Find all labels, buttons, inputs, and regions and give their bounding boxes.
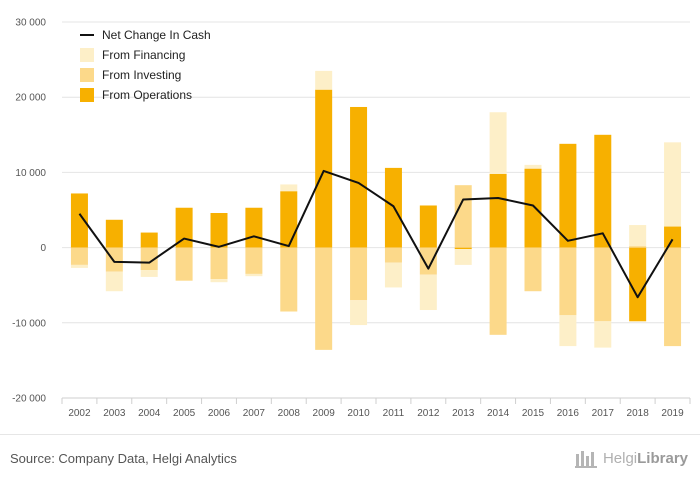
bar-from-investing-2011 bbox=[384, 247, 402, 263]
legend-swatch-from-operations bbox=[80, 88, 94, 102]
bar-from-operations-2005 bbox=[175, 207, 193, 248]
bar-from-operations-2009 bbox=[315, 89, 333, 248]
bar-from-investing-2012 bbox=[419, 247, 437, 275]
legend-label: From Financing bbox=[102, 48, 185, 62]
legend-label: From Operations bbox=[102, 88, 192, 102]
x-axis-tick-labels: 2002 2003 2004 2005 2006 2007 2008 2009 2010 2011… bbox=[68, 408, 684, 419]
bar-from-investing-2006 bbox=[210, 247, 228, 280]
bar-from-financing-2010 bbox=[350, 300, 368, 326]
legend-swatch-from-financing bbox=[80, 48, 94, 62]
x-tick-label: 2018 bbox=[627, 408, 650, 419]
bar-from-financing-2007 bbox=[245, 273, 263, 277]
bar-from-financing-2018 bbox=[629, 225, 647, 247]
x-tick-label: 2015 bbox=[522, 408, 545, 419]
library-icon bbox=[574, 451, 597, 468]
bar-from-investing-2016 bbox=[559, 247, 577, 316]
bar-from-financing-2008 bbox=[280, 184, 298, 192]
bar-from-operations-2006 bbox=[210, 213, 228, 248]
x-tick-label: 2007 bbox=[243, 408, 266, 419]
bar-from-operations-2016 bbox=[559, 143, 577, 248]
bar-from-operations-2015 bbox=[524, 168, 542, 248]
x-tick-label: 2002 bbox=[68, 408, 91, 419]
bar-from-investing-2019 bbox=[664, 247, 682, 347]
x-axis bbox=[61, 397, 691, 404]
bar-from-operations-2012 bbox=[419, 205, 437, 248]
y-tick-label: 10 000 bbox=[15, 168, 46, 179]
y-tick-label: -20 000 bbox=[12, 394, 46, 405]
bar-from-financing-2002 bbox=[70, 264, 88, 268]
bar-from-financing-2012 bbox=[419, 274, 437, 311]
bar-from-operations-2010 bbox=[350, 106, 368, 248]
legend: Net Change In Cash From Financing From Inv… bbox=[80, 28, 211, 102]
legend-label: From Investing bbox=[102, 68, 181, 82]
bar-from-financing-2009 bbox=[315, 70, 333, 90]
bar-from-financing-2013 bbox=[454, 249, 472, 265]
bar-from-investing-2013 bbox=[454, 185, 472, 248]
bar-from-financing-2011 bbox=[384, 262, 402, 288]
bar-from-investing-2009 bbox=[315, 247, 333, 350]
bar-from-financing-2015 bbox=[524, 164, 542, 169]
source-note: Source: Company Data, Helgi Analytics bbox=[10, 451, 237, 466]
y-tick-label: 0 bbox=[40, 243, 46, 254]
bar-from-investing-2015 bbox=[524, 247, 542, 292]
bar-from-investing-2003 bbox=[105, 247, 123, 272]
x-tick-label: 2019 bbox=[661, 408, 684, 419]
helgi-library-logo: HelgiLibrary bbox=[574, 448, 688, 468]
bar-from-operations-2003 bbox=[105, 219, 123, 248]
x-tick-label: 2012 bbox=[417, 408, 440, 419]
logo-text-bold: Library bbox=[637, 449, 688, 467]
bar-from-financing-2006 bbox=[210, 279, 228, 283]
bar-from-operations-2018 bbox=[629, 247, 647, 322]
net-change-line bbox=[78, 169, 674, 299]
bar-from-investing-2018 bbox=[629, 246, 647, 248]
bar-from-financing-2016 bbox=[559, 315, 577, 347]
bar-from-operations-2019 bbox=[664, 226, 682, 248]
bar-from-investing-2010 bbox=[350, 247, 368, 301]
legend-swatch-from-investing bbox=[80, 68, 94, 82]
x-tick-label: 2016 bbox=[557, 408, 580, 419]
bar-from-financing-2017 bbox=[594, 321, 612, 348]
bar-from-investing-2002 bbox=[70, 247, 88, 265]
y-tick-label: 30 000 bbox=[15, 18, 46, 29]
y-axis-tick-labels: 30 000 20 000 10 000 0 -10 000 -20 000 bbox=[12, 18, 46, 405]
y-tick-label: -10 000 bbox=[12, 318, 46, 329]
bar-from-operations-2004 bbox=[140, 232, 158, 248]
x-tick-label: 2008 bbox=[278, 408, 301, 419]
logo-text-light: Helgi bbox=[602, 449, 638, 467]
bar-from-operations-2008 bbox=[280, 191, 298, 248]
bar-from-financing-2003 bbox=[105, 271, 123, 292]
x-tick-label: 2010 bbox=[347, 408, 370, 419]
bar-from-investing-2008 bbox=[280, 247, 298, 312]
bar-from-operations-2014 bbox=[489, 173, 507, 248]
legend-label: Net Change In Cash bbox=[102, 28, 211, 42]
bar-from-investing-2005 bbox=[175, 247, 193, 281]
bar-from-operations-2017 bbox=[594, 134, 612, 248]
x-tick-label: 2011 bbox=[383, 408, 405, 419]
x-tick-label: 2005 bbox=[173, 408, 196, 419]
bar-from-financing-2004 bbox=[140, 270, 158, 277]
x-tick-label: 2014 bbox=[487, 408, 510, 419]
bar-from-financing-2014 bbox=[489, 112, 507, 174]
x-tick-label: 2004 bbox=[138, 408, 161, 419]
bar-from-investing-2014 bbox=[489, 247, 507, 335]
bar-from-operations-2013 bbox=[454, 247, 472, 250]
footer: Source: Company Data, Helgi Analytics He… bbox=[0, 434, 700, 483]
bar-from-operations-2002 bbox=[70, 193, 88, 248]
x-tick-label: 2013 bbox=[452, 408, 475, 419]
bar-from-investing-2017 bbox=[594, 247, 612, 322]
bar-from-operations-2007 bbox=[245, 207, 263, 248]
bars bbox=[70, 70, 682, 350]
y-tick-label: 20 000 bbox=[15, 93, 46, 104]
x-tick-label: 2003 bbox=[103, 408, 126, 419]
x-tick-label: 2009 bbox=[313, 408, 336, 419]
bar-from-financing-2019 bbox=[664, 142, 682, 227]
series-line-net-change-in-cash bbox=[78, 169, 674, 299]
x-tick-label: 2017 bbox=[592, 408, 615, 419]
bar-from-investing-2007 bbox=[245, 247, 263, 274]
x-tick-label: 2006 bbox=[208, 408, 231, 419]
bar-from-investing-2004 bbox=[140, 247, 158, 271]
